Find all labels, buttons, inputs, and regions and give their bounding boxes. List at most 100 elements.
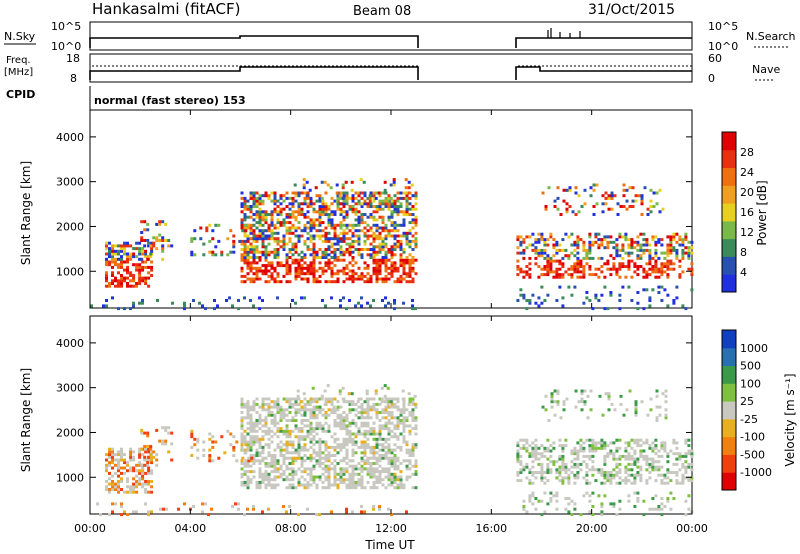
echo-cell [561,479,565,483]
echo-cell [402,213,406,216]
echo-cell [621,248,625,252]
echo-cell [342,229,346,233]
velocity-heatmap [96,384,694,517]
echo-cell [279,427,283,431]
freq-right-tick-bottom: 0 [708,72,715,85]
echo-cell [534,256,538,260]
echo-cell [594,479,598,483]
echo-cell [648,471,652,474]
echo-cell [321,429,325,433]
echo-cell [618,262,622,266]
echo-cell [291,429,295,433]
echo-cell [516,246,520,250]
echo-cell [606,471,610,474]
echo-cell [279,223,283,227]
echo-cell [378,437,382,441]
echo-cell [132,466,136,470]
echo-cell [270,464,274,468]
echo-cell [366,253,370,257]
echo-cell [372,237,376,241]
echo-cell [339,421,343,425]
echo-cell [324,207,328,211]
echo-cell [351,472,355,476]
echo-cell [123,458,126,462]
echo-cell [339,304,342,308]
echo-cell [351,245,355,249]
echo-cell [323,389,327,393]
echo-cell [258,483,262,487]
echo-cell [654,243,658,247]
echo-cell [339,472,343,476]
echo-cell [624,275,628,279]
echo-cell [576,243,580,247]
echo-cell [372,194,376,198]
echo-cell [636,256,640,260]
echo-cell [297,411,301,414]
echo-cell [555,468,559,472]
echo-cell [516,441,520,445]
echo-cell [155,428,159,432]
echo-cell [577,400,581,404]
echo-cell [366,202,370,206]
echo-cell [570,267,574,271]
echo-cell [603,473,607,477]
echo-cell [634,413,638,417]
echo-cell [297,234,301,238]
echo-cell [288,266,292,270]
echo-cell [534,246,538,250]
echo-cell [273,402,277,406]
echo-cell [612,476,616,480]
echo-cell [615,238,619,242]
echo-cell [144,502,147,506]
echo-cell [681,479,685,483]
echo-cell [627,285,631,289]
echo-cell [672,301,676,305]
echo-cell [291,470,295,474]
echo-cell [249,445,253,449]
echo-cell [123,260,126,264]
echo-cell [366,400,370,404]
echo-cell [345,486,349,490]
echo-cell [402,419,406,422]
echo-cell [360,213,364,216]
echo-cell [306,237,310,241]
echo-cell [297,437,301,441]
echo-cell [279,411,283,414]
echo-cell [622,205,626,208]
echo-cell [603,454,607,458]
echo-cell [387,456,391,460]
echo-cell [348,237,352,241]
echo-cell [291,231,295,235]
echo-cell [396,419,400,422]
echo-cell [546,446,550,450]
echo-cell [350,400,354,404]
echo-cell [396,266,400,270]
echo-cell [366,237,370,241]
echo-cell [264,256,268,259]
echo-cell [170,458,174,462]
echo-cell [546,438,550,442]
echo-cell [654,460,658,464]
echo-cell [105,247,108,251]
echo-cell [318,223,322,227]
echo-cell [342,467,346,471]
echo-cell [381,199,385,203]
echo-cell [565,207,569,211]
echo-cell [639,444,643,448]
echo-cell [681,473,685,477]
echo-cell [393,205,397,208]
echo-cell [408,221,412,225]
echo-cell [285,221,289,225]
echo-cell [612,246,616,250]
echo-cell [414,242,418,246]
echo-cell [378,261,382,265]
echo-cell [351,274,355,278]
echo-cell [183,301,186,305]
echo-cell [636,457,640,461]
echo-cell [261,459,265,463]
echo-cell [386,402,390,406]
echo-cell [618,471,622,474]
echo-cell [568,186,572,190]
echo-cell [294,402,298,406]
